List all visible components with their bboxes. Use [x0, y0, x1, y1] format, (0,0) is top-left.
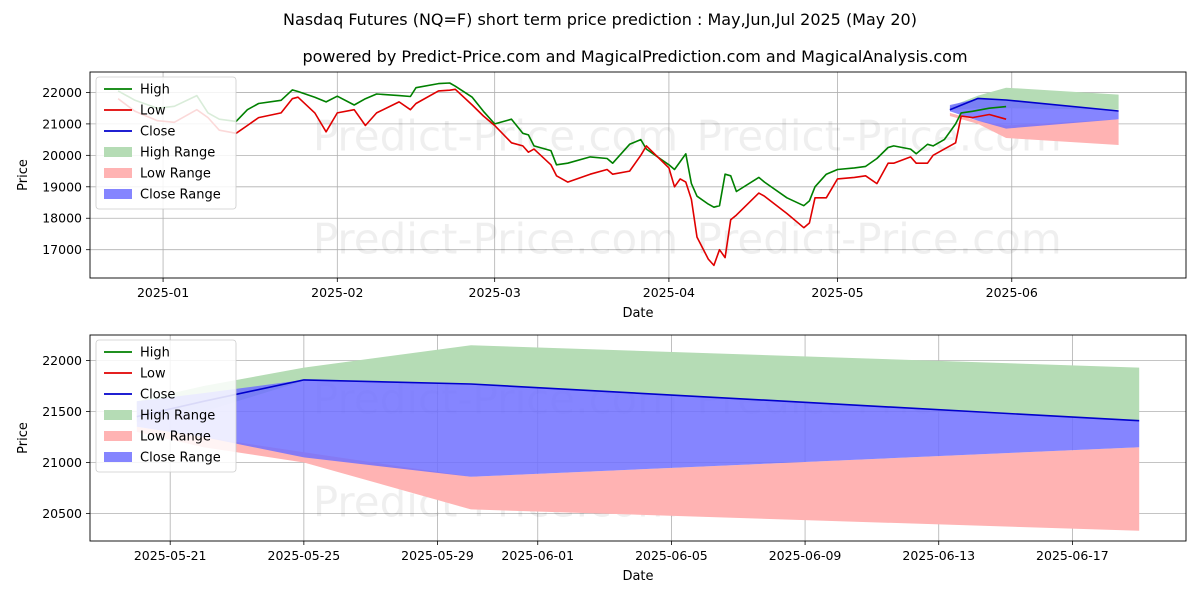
chart-subtitle: powered by Predict-Price.com and Magical…	[302, 47, 967, 66]
watermark-text: Predict-Price.com	[696, 214, 1061, 263]
legend-label: Low Range	[140, 430, 211, 445]
chart-title: Nasdaq Futures (NQ=F) short term price p…	[283, 10, 917, 29]
legend-label: High	[140, 346, 170, 361]
close-range-band	[136, 379, 1140, 477]
plot-frame	[89, 334, 1187, 542]
legend-label: High	[140, 83, 170, 98]
close-range-band	[949, 98, 1119, 129]
x-tick-label: 2025-01	[137, 285, 189, 300]
x-tick-label: 2025-06	[986, 285, 1038, 300]
high-series-line	[117, 82, 1007, 208]
x-tick-label: 2025-06-13	[902, 548, 975, 563]
y-tick-label: 21000	[42, 116, 82, 131]
low-series-line	[117, 88, 1007, 267]
x-tick-label: 2025-05	[811, 285, 863, 300]
y-tick-label: 20000	[42, 148, 82, 163]
y-tick-label: 18000	[42, 211, 82, 226]
x-tick-label: 2025-05-21	[134, 548, 207, 563]
bottom-plot: 2025-05-21 2025-05-25 2025-05-29 2025-06-01…	[16, 334, 1187, 584]
close-series-line	[949, 97, 1119, 112]
plot-area	[136, 345, 1140, 531]
x-tick-label: 2025-06-01	[501, 548, 574, 563]
x-tick-label: 2025-05-25	[268, 548, 341, 563]
x-tick-label: 2025-06-09	[769, 548, 842, 563]
x-tick-label: 2025-05-29	[401, 548, 474, 563]
y-tick-label: 17000	[42, 242, 82, 257]
legend-label: Close Range	[140, 451, 221, 466]
legend-swatch-patch	[104, 147, 132, 157]
low-range-band	[949, 112, 1119, 145]
y-tick-label: 19000	[42, 179, 82, 194]
legend-label: Low	[140, 104, 166, 119]
legend-label: Close	[140, 388, 175, 403]
y-tick-label: 20500	[42, 506, 82, 521]
x-tick-label: 2025-04	[643, 285, 695, 300]
y-tick-label: 22000	[42, 353, 82, 368]
legend-swatch-patch	[104, 410, 132, 420]
y-tick-label: 22000	[42, 85, 82, 100]
y-axis-label: Price	[16, 159, 31, 191]
y-tick-label: 21500	[42, 404, 82, 419]
watermark-text: Predict-Price.com	[313, 111, 678, 160]
x-tick-label: 2025-06-17	[1036, 548, 1109, 563]
legend-swatch-patch	[104, 452, 132, 462]
legend-label: Close	[140, 125, 175, 140]
legend-label: Low	[140, 367, 166, 382]
high-range-band	[136, 345, 1140, 422]
plot-area	[117, 82, 1119, 267]
legend-label: High Range	[140, 409, 215, 424]
legend-swatch-patch	[104, 189, 132, 199]
watermark-text: Predict-Price.com	[313, 214, 678, 263]
top-plot: 2025-01 2025-02 2025-03 2025-04 2025-05 2025-…	[16, 71, 1187, 321]
x-tick-label: 2025-02	[311, 285, 363, 300]
y-axis-label: Price	[16, 422, 31, 454]
x-axis-label: Date	[622, 306, 653, 321]
x-tick-label: 2025-03	[469, 285, 521, 300]
legend-label: Close Range	[140, 188, 221, 203]
plot-frame	[89, 71, 1187, 279]
low-range-band	[136, 426, 1140, 531]
legend-label: High Range	[140, 146, 215, 161]
legend-label: Low Range	[140, 167, 211, 182]
legend-swatch-patch	[104, 431, 132, 441]
x-tick-label: 2025-06-05	[635, 548, 708, 563]
y-tick-label: 21000	[42, 455, 82, 470]
x-axis-label: Date	[622, 569, 653, 584]
legend-swatch-patch	[104, 168, 132, 178]
